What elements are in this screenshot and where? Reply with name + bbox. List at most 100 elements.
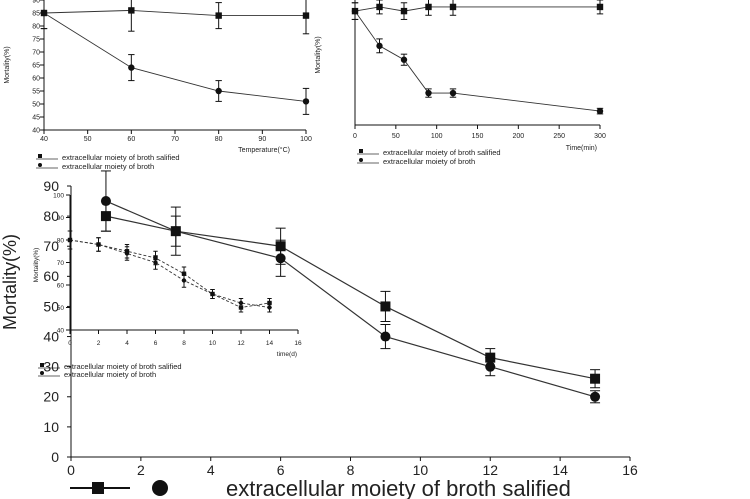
y-axis-label: Mortality(%) xyxy=(0,234,20,330)
y-tick-label: 70 xyxy=(57,260,65,267)
data-point-circle xyxy=(376,42,383,50)
x-axis-label: Time(min) xyxy=(566,145,597,152)
data-point-circle xyxy=(170,226,181,237)
legend-marker-square xyxy=(359,149,363,153)
y-tick-label: 10 xyxy=(43,419,59,435)
chart-temp: 40 50 60 70 80 90 100 40 45 50 55 60 65 70 75 80 85 90 Tem… xyxy=(4,0,312,171)
data-point-circle xyxy=(400,56,408,63)
series-line xyxy=(43,12,307,102)
y-tick-label: 55 xyxy=(32,88,40,95)
legend-label: extracellular moiety of broth xyxy=(62,162,154,171)
x-tick-label: 0 xyxy=(353,133,357,140)
legend-label: extracellular moiety of broth salified xyxy=(383,148,501,157)
data-point-square xyxy=(376,3,383,11)
y-axis-label: Mortality(%) xyxy=(315,36,322,73)
y-tick-label: 20 xyxy=(43,389,59,405)
x-tick-label: 50 xyxy=(392,133,400,140)
data-point-square xyxy=(302,12,310,19)
data-point-circle xyxy=(238,300,244,306)
series-line xyxy=(69,239,270,308)
x-tick-label: 10 xyxy=(209,340,217,347)
y-tick-label: 90 xyxy=(57,215,65,222)
series-line xyxy=(354,10,601,112)
data-point-square xyxy=(215,12,222,19)
data-point-square xyxy=(380,301,391,312)
y-tick-label: 40 xyxy=(57,327,65,334)
x-tick-label: 16 xyxy=(622,462,638,478)
data-point-circle xyxy=(267,305,272,310)
chart-main: 0 2 4 6 8 10 12 14 160102030405060708090Mortalit… xyxy=(0,170,638,499)
x-tick-label: 100 xyxy=(300,136,312,143)
data-point-circle xyxy=(380,331,391,342)
x-tick-label: 90 xyxy=(258,136,266,143)
data-point-circle xyxy=(181,278,187,283)
x-tick-label: 8 xyxy=(347,462,355,478)
y-tick-label: 90 xyxy=(32,0,40,4)
legend-marker-square xyxy=(40,363,44,367)
chart-time: 0 50 100 150 200 250 300 Time(min) Mortality(%) e… xyxy=(315,0,606,166)
x-tick-label: 8 xyxy=(182,340,186,347)
data-point-square xyxy=(449,3,457,11)
series-line xyxy=(354,6,600,12)
y-tick-label: 0 xyxy=(51,449,59,465)
y-tick-label: 65 xyxy=(32,62,40,69)
data-point-circle xyxy=(100,196,111,207)
legend-label: extracellular moiety of broth xyxy=(383,157,475,166)
legend-marker-circle xyxy=(40,371,44,375)
x-tick-label: 6 xyxy=(277,462,285,478)
x-tick-label: 300 xyxy=(594,133,606,140)
x-tick-label: 50 xyxy=(84,136,92,143)
legend-label: extracellular moiety of broth salified xyxy=(62,153,180,162)
data-point-square xyxy=(590,373,601,384)
data-point-circle xyxy=(596,107,604,115)
y-tick-label: 80 xyxy=(32,23,40,30)
x-tick-label: 14 xyxy=(266,340,274,347)
y-tick-label: 60 xyxy=(43,268,59,284)
legend-marker-circle xyxy=(359,158,363,162)
x-axis-label: Temperature(°C) xyxy=(238,146,290,154)
y-tick-label: 75 xyxy=(32,36,40,43)
x-tick-label: 200 xyxy=(512,133,524,140)
data-point-circle xyxy=(67,237,73,243)
data-point-circle xyxy=(210,291,215,297)
data-point-circle xyxy=(351,7,359,15)
x-tick-label: 40 xyxy=(40,136,48,143)
data-point-circle xyxy=(425,89,432,97)
x-tick-label: 2 xyxy=(97,340,101,347)
data-point-circle xyxy=(590,391,601,402)
y-tick-label: 100 xyxy=(53,192,64,199)
y-tick-label: 70 xyxy=(32,49,40,56)
x-tick-label: 6 xyxy=(154,340,158,347)
series-line xyxy=(105,215,596,380)
series-line xyxy=(69,239,270,308)
x-tick-label: 100 xyxy=(431,133,443,140)
data-point-square xyxy=(128,7,135,14)
x-tick-label: 16 xyxy=(294,340,302,347)
x-tick-label: 4 xyxy=(207,462,215,478)
x-tick-label: 0 xyxy=(67,462,75,478)
data-point-circle xyxy=(153,260,158,265)
series-line xyxy=(43,9,306,17)
legend-marker-circle xyxy=(38,163,42,167)
legend-label: extracellular moiety of broth salified xyxy=(64,362,182,371)
data-point-circle xyxy=(128,64,135,71)
y-tick-label: 80 xyxy=(43,208,59,224)
x-axis-label: time(d) xyxy=(277,351,297,358)
data-point-circle xyxy=(96,242,101,247)
data-point-circle xyxy=(485,361,496,372)
y-tick-label: 80 xyxy=(57,237,65,244)
data-point-square xyxy=(400,7,408,15)
y-tick-label: 50 xyxy=(57,305,65,312)
data-point-circle xyxy=(124,251,130,256)
legend-marker-circle xyxy=(152,480,168,496)
x-tick-label: 10 xyxy=(413,462,429,478)
legend-label: extracellular moiety of broth salified xyxy=(226,476,571,499)
data-point-square xyxy=(596,3,604,11)
y-tick-label: 85 xyxy=(32,10,40,17)
x-tick-label: 4 xyxy=(125,340,129,347)
y-tick-label: 60 xyxy=(57,282,65,289)
x-tick-label: 12 xyxy=(237,340,245,347)
y-axis-label: Mortality(%) xyxy=(4,46,11,83)
y-tick-label: 90 xyxy=(43,178,59,194)
